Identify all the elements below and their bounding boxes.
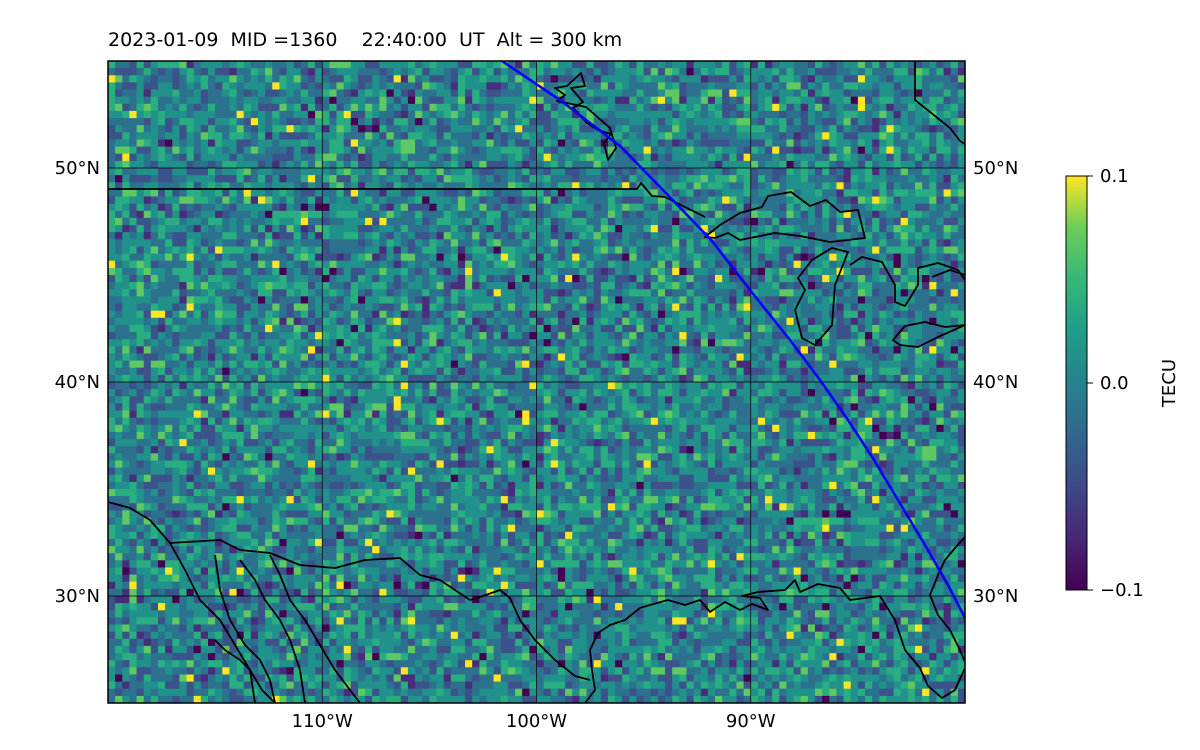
gulf-coast-east	[929, 536, 965, 663]
baja-tip	[214, 639, 256, 703]
gulf-coast-us	[584, 579, 965, 703]
colorbar-tick-label: 0.0	[1100, 373, 1129, 394]
mexico-border	[108, 501, 591, 681]
tec-raster	[108, 61, 965, 703]
gulf-of-california	[214, 554, 276, 703]
colorbar-tick-label: −0.1	[1100, 580, 1144, 601]
colorbar-tick-label: 0.1	[1100, 166, 1129, 187]
lat-tick-label-right: 50°N	[973, 158, 1018, 179]
map-title: 2023-01-09 MID =1360 22:40:00 UT Alt = 3…	[108, 29, 623, 51]
colorbar-label: TECU	[1159, 359, 1180, 408]
colorbar: 0.1 0.0 −0.1 TECU	[1065, 166, 1180, 601]
canada-coastline-north	[554, 72, 617, 161]
canada-east-coast	[914, 61, 965, 145]
mexico-west-coast	[269, 554, 361, 703]
map-frame	[107, 60, 966, 704]
lon-tick-label: 110°W	[292, 711, 353, 732]
colorbar-gradient	[1066, 176, 1087, 590]
sonora-coast	[239, 559, 306, 703]
great-lakes-huron	[849, 256, 965, 307]
lat-tick-label-right: 30°N	[973, 586, 1018, 607]
great-lakes-erie	[892, 321, 965, 348]
baja-peninsula	[169, 542, 276, 703]
great-lakes-superior	[704, 191, 866, 243]
lat-tick-label-right: 40°N	[973, 372, 1018, 393]
lat-tick-label-left: 30°N	[55, 586, 100, 607]
terminator-line	[501, 61, 965, 619]
lon-tick-label: 90°W	[726, 711, 776, 732]
great-lakes-ontario	[931, 269, 965, 278]
great-lakes-michigan	[794, 247, 849, 346]
lon-tick-label: 100°W	[506, 711, 567, 732]
lat-tick-label-left: 40°N	[55, 372, 100, 393]
lat-tick-label-left: 50°N	[55, 158, 100, 179]
axis-labels: 50°N 50°N 40°N 40°N 30°N 30°N 110°W 100°W 90°W	[55, 158, 1019, 732]
